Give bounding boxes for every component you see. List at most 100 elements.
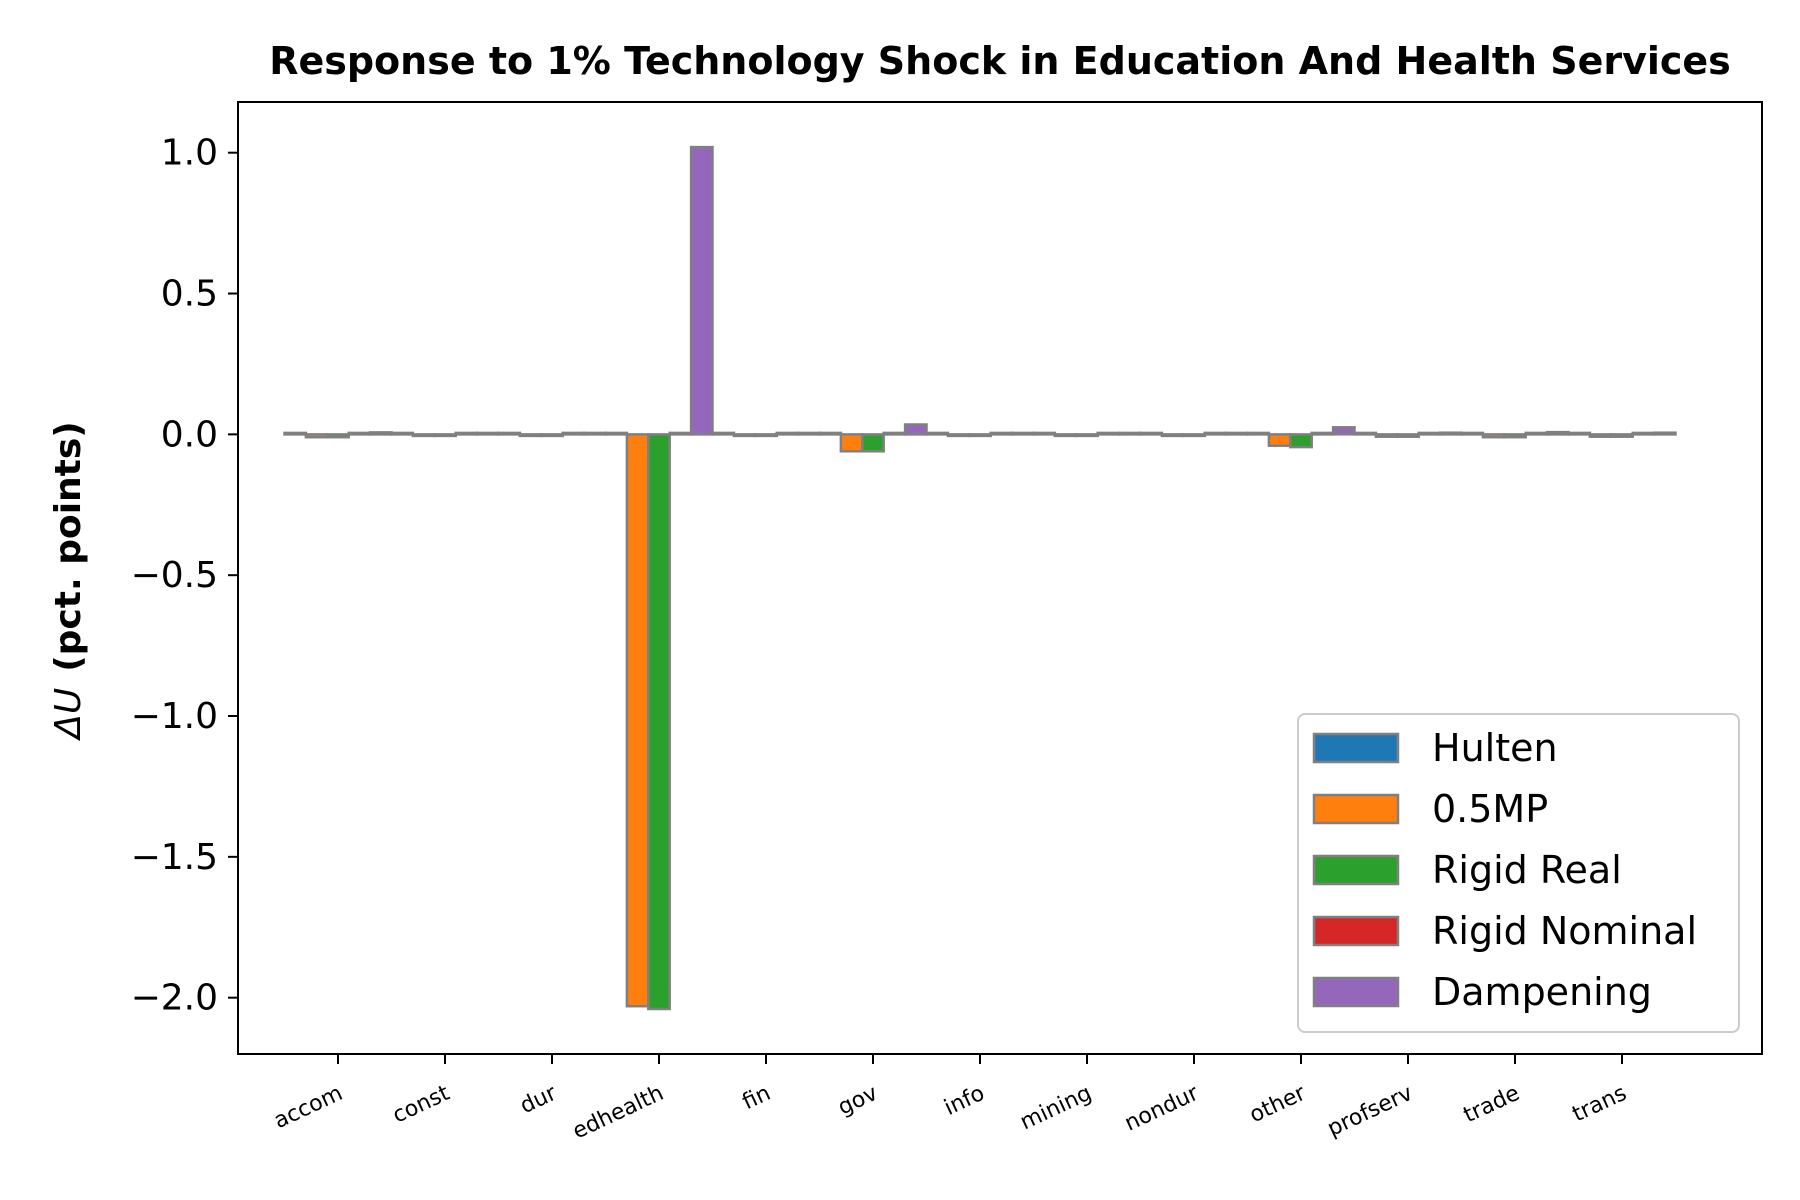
- bar-rigid-real-trade: [1503, 433, 1527, 439]
- bar-0-5mp-gov: [839, 433, 864, 453]
- legend-swatch-0-5mp: [1312, 793, 1400, 825]
- bar-hulten-profserv: [1353, 431, 1378, 436]
- bar-dampening-gov: [903, 423, 928, 436]
- svg-text:ΔU(pct. points): ΔU (pct. points): [48, 421, 89, 742]
- bar-0-5mp-dur: [518, 433, 543, 438]
- bar-rigid-real-accom: [326, 433, 350, 439]
- bar-hulten-info: [925, 431, 950, 436]
- legend-swatch-rigid-real: [1312, 854, 1400, 886]
- bar-hulten-trans: [1567, 431, 1592, 436]
- bar-hulten-other: [1246, 431, 1271, 436]
- x-tick-label-fin: fin: [739, 1081, 775, 1115]
- bar-0-5mp-edhealth: [625, 433, 650, 1008]
- bar-rigid-real-fin: [754, 433, 778, 438]
- bar-rigid-nominal-trade: [1524, 431, 1549, 436]
- bar-dampening-trade: [1545, 430, 1570, 436]
- bar-dampening-const: [475, 431, 500, 436]
- bar-rigid-nominal-gov: [882, 431, 907, 436]
- x-tick-label-gov: gov: [834, 1081, 881, 1121]
- bar-hulten-mining: [1032, 431, 1057, 436]
- bar-0-5mp-fin: [732, 433, 757, 438]
- x-tick-label-dur: dur: [516, 1080, 561, 1119]
- x-tick-label-profserv: profserv: [1324, 1081, 1417, 1142]
- bar-rigid-nominal-other: [1310, 431, 1335, 436]
- bar-dampening-profserv: [1438, 431, 1463, 436]
- x-tick-label-accom: accom: [270, 1081, 346, 1134]
- x-tick-label-trans: trans: [1569, 1081, 1631, 1128]
- legend-swatch-hulten: [1312, 732, 1400, 764]
- bar-rigid-real-other: [1289, 433, 1313, 449]
- bar-hulten-gov: [818, 431, 843, 436]
- x-tick-label-nondur: nondur: [1121, 1080, 1203, 1136]
- bar-dampening-dur: [582, 431, 607, 436]
- bar-rigid-nominal-edhealth: [668, 431, 693, 436]
- bar-dampening-trans: [1652, 431, 1677, 436]
- x-tick-label-trade: trade: [1460, 1081, 1524, 1128]
- y-axis-unit: (pct. points): [48, 421, 89, 672]
- y-tick-label: −0.5: [131, 555, 218, 596]
- bar-dampening-other: [1331, 426, 1356, 436]
- bar-0-5mp-other: [1267, 433, 1292, 447]
- bar-dampening-accom: [368, 431, 393, 436]
- bar-rigid-real-profserv: [1396, 433, 1420, 438]
- bar-0-5mp-mining: [1053, 433, 1078, 438]
- bar-dampening-edhealth: [689, 145, 714, 436]
- x-tick-label-other: other: [1246, 1080, 1311, 1128]
- y-tick-label: 0.0: [161, 414, 218, 455]
- y-tick-label: 0.5: [161, 274, 218, 315]
- bar-0-5mp-trade: [1481, 433, 1506, 439]
- bar-rigid-nominal-fin: [775, 431, 800, 436]
- bar-rigid-nominal-profserv: [1417, 431, 1442, 436]
- bar-rigid-real-gov: [861, 433, 885, 453]
- bar-0-5mp-nondur: [1160, 433, 1185, 438]
- x-tick-label-edhealth: edhealth: [569, 1081, 668, 1145]
- bar-dampening-nondur: [1224, 431, 1249, 436]
- bar-rigid-nominal-trans: [1631, 431, 1656, 436]
- legend-label: Rigid Nominal: [1432, 909, 1697, 953]
- bar-hulten-accom: [283, 431, 308, 436]
- legend-box: [1297, 713, 1740, 1033]
- y-tick-label: −2.0: [131, 978, 218, 1019]
- bar-rigid-real-const: [433, 433, 457, 438]
- bar-0-5mp-trans: [1588, 433, 1613, 438]
- bars-layer: [283, 145, 1677, 1011]
- legend-label: Rigid Real: [1432, 848, 1622, 892]
- bar-rigid-real-dur: [540, 433, 564, 438]
- bar-0-5mp-accom: [304, 433, 329, 439]
- y-axis-symbol: ΔU: [48, 688, 89, 742]
- bar-rigid-nominal-accom: [347, 431, 372, 436]
- plot-frame: [237, 101, 1763, 1055]
- y-tick-label: 1.0: [161, 133, 218, 174]
- bar-dampening-mining: [1117, 431, 1142, 436]
- bar-0-5mp-info: [946, 433, 971, 438]
- bar-0-5mp-const: [411, 433, 436, 438]
- bar-rigid-nominal-dur: [561, 431, 586, 436]
- bar-hulten-dur: [497, 431, 522, 436]
- legend-label: Dampening: [1432, 970, 1652, 1014]
- x-tick-label-const: const: [389, 1081, 454, 1129]
- bar-rigid-real-trans: [1610, 433, 1634, 438]
- x-tick-label-mining: mining: [1017, 1081, 1096, 1136]
- bar-rigid-nominal-info: [989, 431, 1014, 436]
- bar-rigid-real-nondur: [1182, 433, 1206, 438]
- legend-label: 0.5MP: [1432, 787, 1548, 831]
- bar-dampening-fin: [796, 431, 821, 436]
- bar-hulten-trade: [1460, 431, 1485, 436]
- bar-dampening-info: [1010, 431, 1035, 436]
- bar-rigid-nominal-nondur: [1203, 431, 1228, 436]
- bar-0-5mp-profserv: [1374, 433, 1399, 438]
- y-tick-label: −1.0: [131, 696, 218, 737]
- legend-swatch-dampening: [1312, 976, 1400, 1008]
- bar-rigid-nominal-const: [454, 431, 479, 436]
- bar-rigid-real-info: [968, 433, 992, 438]
- legend-swatch-rigid-nominal: [1312, 915, 1400, 947]
- bar-hulten-nondur: [1139, 431, 1164, 436]
- legend-label: Hulten: [1432, 726, 1558, 770]
- bar-hulten-const: [390, 431, 415, 436]
- y-axis-label: ΔU (pct. points): [48, 421, 89, 742]
- x-tick-label-info: info: [941, 1081, 989, 1121]
- y-tick-label: −1.5: [131, 837, 218, 878]
- bar-rigid-real-mining: [1075, 433, 1099, 438]
- chart-title: Response to 1% Technology Shock in Educa…: [269, 39, 1731, 83]
